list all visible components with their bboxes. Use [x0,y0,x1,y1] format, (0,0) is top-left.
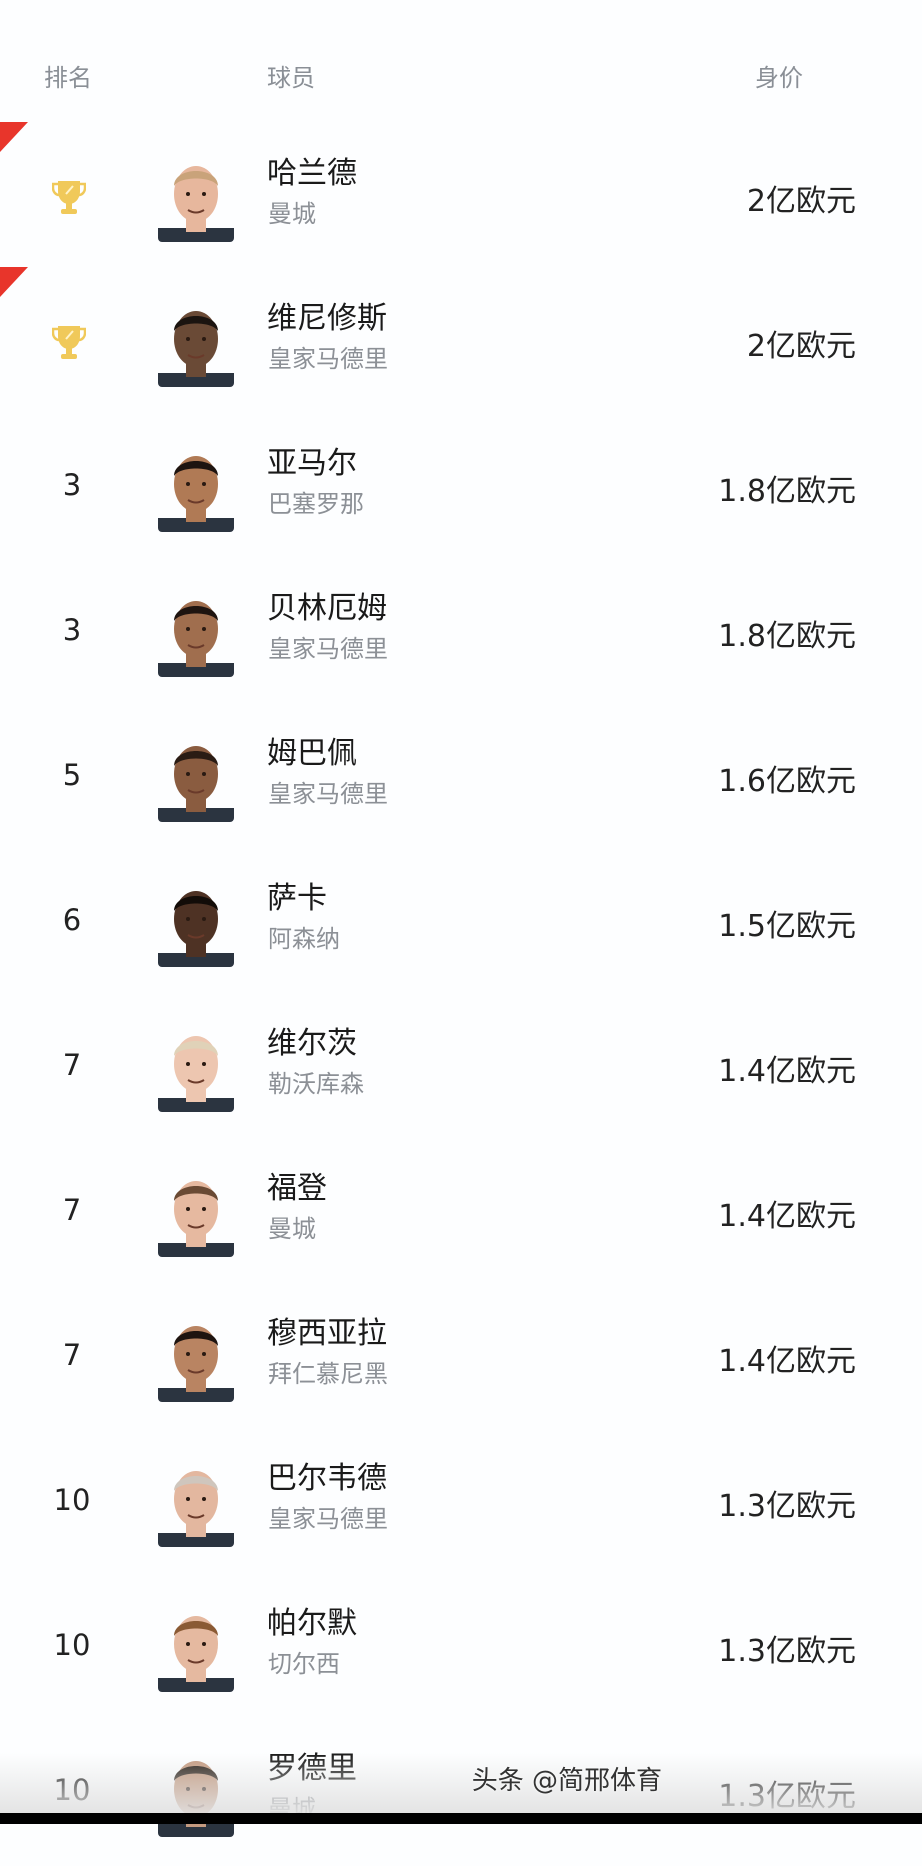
player-name[interactable]: 维尔茨 [267,1026,357,1061]
rank-number: 7 [62,1048,82,1082]
player-name[interactable]: 哈兰德 [267,156,357,191]
market-value: 1.8亿欧元 [718,619,856,654]
table-row[interactable]: 5 姆巴佩皇家马德里 1.6亿欧元 [0,706,922,851]
player-avatar [158,456,234,532]
player-team: 阿森纳 [268,925,340,953]
market-value: 1.4亿欧元 [718,1054,856,1089]
player-name[interactable]: 姆巴佩 [267,736,357,771]
market-value: 1.3亿欧元 [718,1489,856,1524]
red-corner-flag-icon [0,267,28,297]
header-value: 身价 [755,64,803,92]
player-name[interactable]: 巴尔韦德 [267,1461,387,1496]
player-name[interactable]: 福登 [267,1171,327,1206]
player-team: 皇家马德里 [268,780,388,808]
table-row[interactable]: 3 贝林厄姆皇家马德里 1.8亿欧元 [0,561,922,706]
rank-number: 10 [53,1483,91,1517]
player-name[interactable]: 穆西亚拉 [267,1316,387,1351]
table-row[interactable]: 哈兰德曼城 2亿欧元 [0,122,922,271]
table-row[interactable]: 维尼修斯皇家马德里 2亿欧元 [0,267,922,416]
table-row[interactable]: 7 维尔茨勒沃库森 1.4亿欧元 [0,996,922,1141]
player-name[interactable]: 亚马尔 [267,446,357,481]
rank-number: 6 [62,903,82,937]
table-row[interactable]: 10 巴尔韦德皇家马德里 1.3亿欧元 [0,1431,922,1576]
trophy-icon [52,181,86,214]
player-team: 皇家马德里 [268,635,388,663]
player-team: 皇家马德里 [268,1505,388,1533]
red-corner-flag-icon [0,122,28,152]
player-avatar [158,1616,234,1692]
header-rank: 排名 [44,64,92,92]
market-value: 1.5亿欧元 [718,909,856,944]
bottom-bar [0,1813,922,1824]
player-avatar [158,1471,234,1547]
player-team: 皇家马德里 [268,345,388,373]
market-value: 1.4亿欧元 [718,1344,856,1379]
player-team: 巴塞罗那 [268,490,364,518]
rank-number: 3 [62,613,82,647]
rank-number: 7 [62,1193,82,1227]
player-name[interactable]: 帕尔默 [267,1606,357,1641]
rank-number: 3 [62,468,82,502]
player-avatar [158,1181,234,1257]
player-name[interactable]: 萨卡 [267,881,327,916]
player-team: 切尔西 [268,1650,340,1678]
market-value: 1.6亿欧元 [718,764,856,799]
market-value: 1.3亿欧元 [718,1634,856,1669]
player-avatar [158,1326,234,1402]
player-avatar [158,601,234,677]
player-avatar [158,746,234,822]
watermark-overlay: 头条 @简邢体育 [0,1753,922,1813]
trophy-icon [52,326,86,359]
market-value: 2亿欧元 [746,329,856,364]
player-avatar [158,166,234,242]
table-row[interactable]: 6 萨卡阿森纳 1.5亿欧元 [0,851,922,996]
table-row[interactable]: 7 穆西亚拉拜仁慕尼黑 1.4亿欧元 [0,1286,922,1431]
table-row[interactable]: 7 福登曼城 1.4亿欧元 [0,1141,922,1286]
rank-number: 5 [62,758,82,792]
table-row[interactable]: 3 亚马尔巴塞罗那 1.8亿欧元 [0,416,922,561]
player-avatar [158,891,234,967]
player-avatar [158,1036,234,1112]
player-avatar [158,311,234,387]
rank-number: 7 [62,1338,82,1372]
player-name[interactable]: 贝林厄姆 [267,591,387,626]
table-row[interactable]: 10 帕尔默切尔西 1.3亿欧元 [0,1576,922,1721]
header-player: 球员 [267,64,315,92]
market-value: 2亿欧元 [746,184,856,219]
watermark-text: 头条 @简邢体育 [471,1766,662,1796]
player-team: 曼城 [268,1215,316,1243]
player-team: 勒沃库森 [268,1070,364,1098]
player-team: 拜仁慕尼黑 [268,1360,388,1388]
rank-number: 10 [53,1628,91,1662]
market-value: 1.8亿欧元 [718,474,856,509]
player-team: 曼城 [268,200,316,228]
market-value: 1.4亿欧元 [718,1199,856,1234]
player-name[interactable]: 维尼修斯 [267,301,387,336]
